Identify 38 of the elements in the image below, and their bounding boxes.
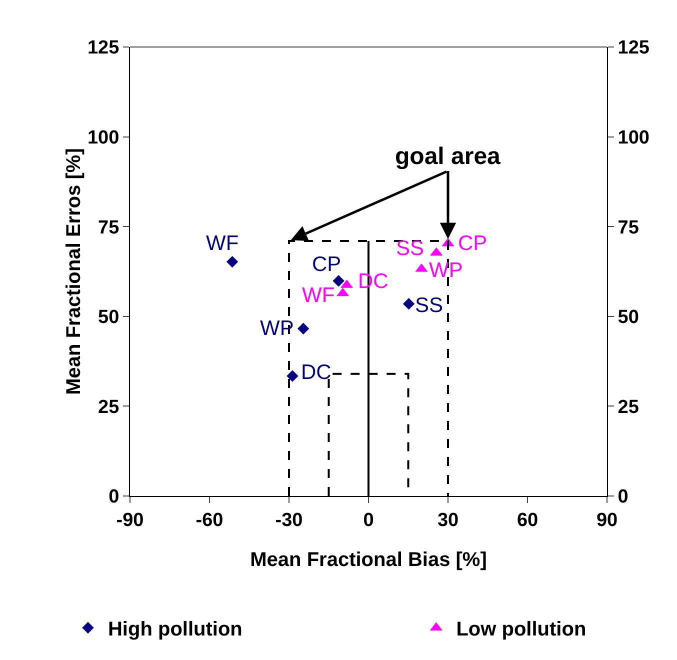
legend-label: High pollution [108, 618, 242, 641]
point [297, 322, 310, 334]
y2-tick-label: 75 [618, 217, 640, 238]
annotation: WP [260, 317, 294, 340]
x-axis-title: Mean Fractional Bias [%] [250, 549, 487, 571]
annotation: SS [396, 237, 424, 260]
y2-tick-label: 125 [618, 38, 650, 59]
y-tick-label: 25 [98, 396, 120, 418]
y-tick-label: 100 [87, 127, 120, 148]
y2-tick-label: 25 [618, 396, 640, 418]
legend-label: Low pollution [456, 618, 586, 641]
annotation: CP [312, 253, 342, 276]
x-tick-label: 30 [437, 510, 459, 531]
y-tick-label: 75 [98, 217, 120, 238]
y2-tick-label: 50 [618, 307, 639, 328]
annotation: WP [429, 259, 463, 282]
annotation: WF [206, 232, 239, 255]
point [402, 298, 415, 310]
point [286, 370, 298, 382]
point [226, 256, 238, 268]
x-tick-label: -90 [116, 510, 144, 531]
y-axis-title: Mean Fractional Erros [%] [63, 148, 85, 395]
annotation: SS [415, 294, 444, 317]
x-tick-label: 0 [363, 510, 374, 531]
x-tick-label: 60 [516, 510, 538, 531]
x-tick-label: -60 [196, 510, 224, 531]
y2-tick-label: 0 [618, 486, 628, 508]
y-tick-label: 50 [98, 307, 120, 328]
y-tick-label: 125 [87, 38, 120, 59]
annotation: goal area [395, 143, 502, 170]
x-tick-label: 90 [596, 510, 618, 531]
y-tick-label: 0 [108, 486, 120, 508]
annotation: CP [458, 232, 488, 255]
x-tick-label: -30 [275, 510, 303, 531]
point [332, 274, 344, 287]
annotation: WF [302, 284, 335, 307]
annotation: DC [301, 361, 332, 384]
y2-tick-label: 100 [618, 127, 650, 148]
